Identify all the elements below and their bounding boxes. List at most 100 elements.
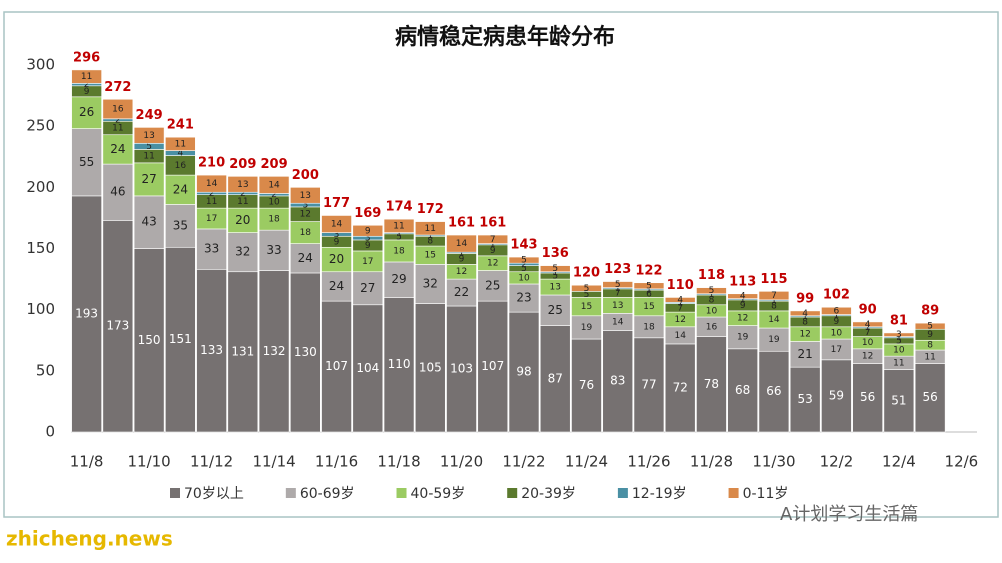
segment-label: 1 (552, 268, 558, 278)
segment-label: 33 (266, 243, 281, 257)
segment-label: 32 (423, 276, 438, 290)
segment-label: 9 (365, 241, 371, 251)
total-label: 241 (167, 118, 194, 133)
bar-segment (664, 297, 696, 303)
segment-label: 133 (200, 343, 223, 357)
legend-swatch (507, 488, 518, 498)
x-tick-label: 11/26 (627, 453, 670, 471)
segment-label: 4 (177, 149, 183, 159)
credit: A计划学习生活篇 (780, 504, 918, 525)
bar-segment (789, 341, 821, 368)
segment-label: 53 (798, 392, 813, 406)
segment-label: 14 (331, 220, 343, 230)
segment-label: 11 (425, 224, 436, 234)
x-tick-label: 11/16 (315, 453, 358, 471)
segment-label: 5 (521, 256, 527, 266)
bar-segment (227, 232, 259, 273)
segment-label: 25 (485, 278, 500, 292)
segment-label: 43 (141, 215, 156, 229)
segment-label: 1 (490, 240, 496, 250)
segment-label: 8 (802, 317, 808, 327)
segment-label: 9 (334, 237, 340, 247)
bar-segment (539, 265, 571, 273)
segment-label: 3 (365, 234, 371, 244)
segment-label: 13 (237, 180, 248, 190)
bar-segment (789, 310, 821, 317)
bar-segment (414, 221, 446, 236)
segment-label: 10 (268, 198, 280, 208)
bar-segment (290, 187, 321, 204)
segment-label: 7 (677, 303, 683, 313)
bar-segment (446, 278, 477, 307)
bar-segment (352, 224, 384, 237)
total-label: 143 (510, 238, 537, 253)
bar-segment (383, 261, 415, 298)
x-tick-label: 12/4 (882, 453, 916, 471)
bar-segment (258, 176, 290, 194)
total-label: 122 (635, 263, 662, 278)
segment-label: 6 (646, 289, 652, 299)
segment-label: 12 (487, 259, 498, 269)
segment-label: 107 (481, 359, 504, 373)
bar-segment (102, 98, 134, 120)
segment-label: 11 (175, 139, 186, 149)
bar-segment (71, 96, 102, 129)
bar-segment (196, 268, 227, 433)
segment-label: 87 (548, 371, 563, 385)
legend-swatch (728, 488, 739, 498)
segment-label: 11 (237, 197, 248, 207)
segment-label: 104 (356, 361, 379, 375)
bar-segment (758, 291, 790, 301)
segment-label: 11 (81, 72, 92, 82)
segment-label: 1 (615, 284, 621, 294)
segment-label: 7 (490, 235, 496, 245)
segment-label: 56 (922, 390, 937, 404)
segment-label: 8 (709, 295, 715, 305)
segment-label: 2 (240, 189, 246, 199)
segment-label: 3 (302, 201, 308, 211)
segment-label: 55 (79, 155, 94, 169)
segment-label: 1 (771, 296, 777, 306)
segment-label: 17 (206, 214, 217, 224)
bar-segment (508, 311, 540, 433)
segment-label: 15 (643, 302, 654, 312)
segment-label: 2 (209, 189, 215, 199)
segment-label: 14 (456, 239, 468, 249)
segment-label: 173 (106, 319, 129, 333)
bar-segment (633, 337, 665, 433)
y-tick-label: 100 (26, 300, 55, 318)
total-label: 113 (729, 274, 756, 289)
legend-label: 70岁以上 (184, 486, 244, 502)
bar-segment (477, 270, 509, 302)
y-tick-label: 250 (26, 117, 55, 135)
watermark: zhicheng.news (6, 527, 173, 551)
segment-label: 1 (896, 333, 902, 343)
segment-label: 5 (552, 264, 558, 274)
segment-label: 56 (860, 390, 875, 404)
segment-label: 7 (865, 328, 871, 338)
bar-segment (789, 366, 821, 433)
segment-label: 23 (516, 291, 531, 305)
segment-label: 4 (740, 292, 746, 302)
total-label: 118 (698, 268, 725, 283)
segment-label: 20 (329, 252, 344, 266)
total-label: 209 (260, 157, 287, 172)
segment-label: 4 (865, 320, 871, 330)
x-tick-label: 11/28 (690, 453, 733, 471)
total-label: 161 (479, 216, 506, 231)
y-tick-label: 50 (36, 361, 55, 379)
segment-label: 17 (831, 345, 842, 355)
segment-label: 10 (518, 273, 530, 283)
bar-segment (102, 220, 134, 433)
segment-label: 12 (737, 314, 748, 324)
segment-label: 11 (393, 221, 404, 231)
segment-label: 11 (893, 358, 904, 368)
bar-segment (383, 297, 415, 433)
legend-label: 40-59岁 (411, 486, 466, 502)
segment-label: 14 (612, 317, 624, 327)
bar-segment (477, 300, 509, 433)
segment-label: 193 (75, 306, 98, 320)
total-label: 174 (385, 200, 412, 215)
segment-label: 5 (615, 280, 621, 290)
bar-segment (321, 215, 352, 233)
